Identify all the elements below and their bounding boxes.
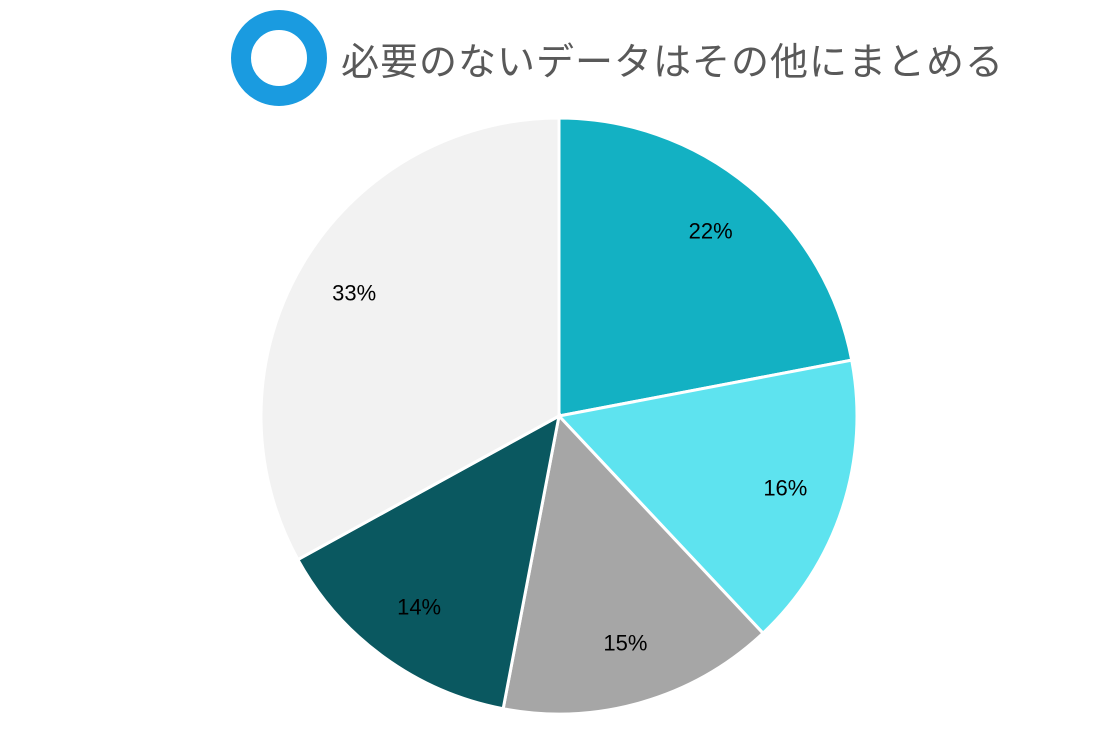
pie-slice-4 [259, 116, 561, 562]
pie-label-3: 14% [397, 594, 441, 619]
pie-slice-3 [295, 413, 562, 711]
pie-label-0: 22% [689, 218, 733, 243]
pie-slice-1 [556, 358, 859, 636]
pie-label-4: 33% [332, 281, 376, 306]
pie-slice-2 [501, 412, 766, 716]
pie-slice-0 [557, 116, 854, 418]
pie-label-1: 16% [763, 475, 807, 500]
pie-slices [259, 116, 859, 716]
chart-header: 必要のないデータはその他にまとめる [231, 8, 1004, 108]
pie-labels: 22% 16% 15% 14% 33% [332, 218, 807, 655]
pie-label-2: 15% [603, 630, 647, 655]
chart-title: 必要のないデータはその他にまとめる [341, 39, 1005, 84]
